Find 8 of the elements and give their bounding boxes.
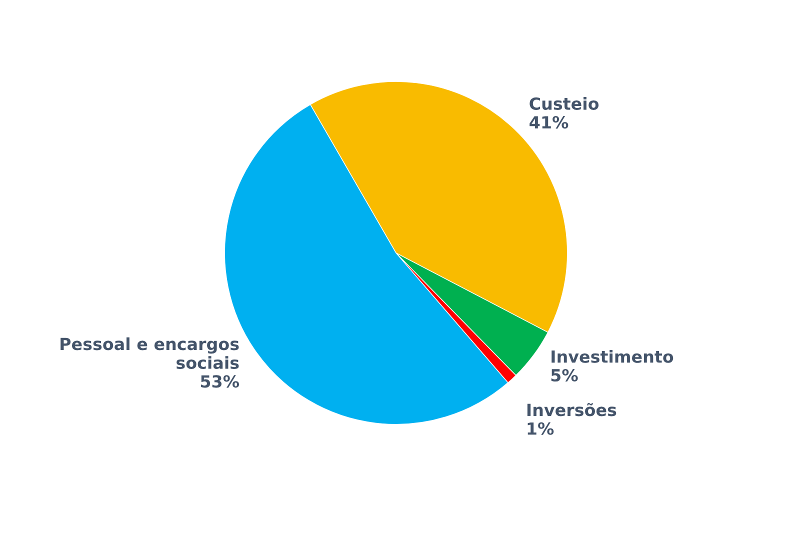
data-label: 53% bbox=[200, 375, 240, 388]
data-label: 5% bbox=[551, 368, 578, 382]
data-label: 41% bbox=[530, 116, 568, 129]
slice-label: Investimento bbox=[552, 350, 674, 363]
slice-label: Pessoal e encargos sociais bbox=[60, 337, 239, 370]
slice-label: Inversões bbox=[527, 403, 616, 416]
slice-label: Custeio bbox=[530, 97, 599, 110]
data-label: 1% bbox=[528, 422, 554, 435]
